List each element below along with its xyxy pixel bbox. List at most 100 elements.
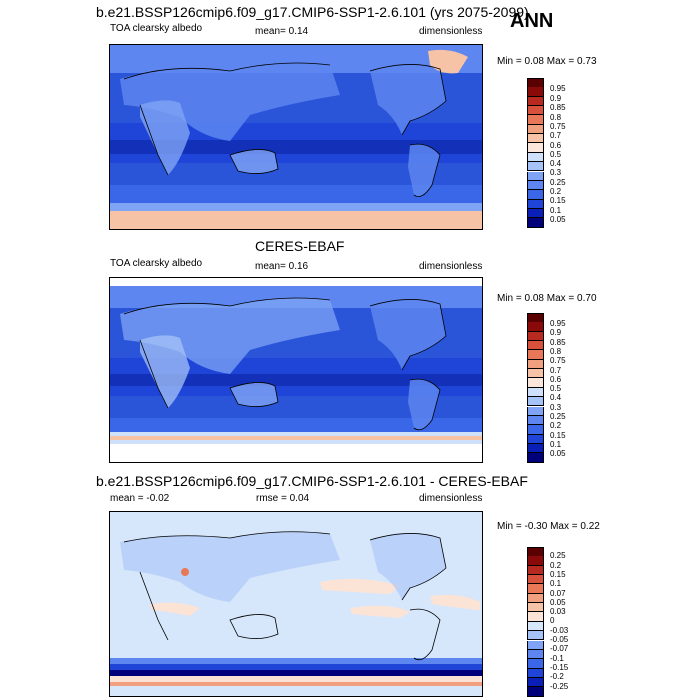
colorbar-swatch bbox=[527, 565, 544, 576]
panel3-map-svg bbox=[110, 512, 482, 696]
panel3-units-label: dimensionless bbox=[419, 493, 483, 504]
colorbar-swatch bbox=[527, 171, 544, 181]
panel2-colorbar bbox=[527, 313, 544, 463]
colorbar-swatch bbox=[527, 322, 544, 332]
colorbar-swatch bbox=[527, 631, 544, 641]
colorbar-swatch bbox=[527, 350, 544, 360]
panel3-rmse-label: rmse = 0.04 bbox=[256, 493, 310, 504]
panel1-cb-label: 0.85 bbox=[550, 103, 566, 112]
colorbar-swatch bbox=[527, 341, 544, 351]
panel3-cb-label: 0 bbox=[550, 616, 555, 625]
colorbar-swatch bbox=[527, 443, 544, 454]
panel3-cb-label: -0.2 bbox=[550, 672, 564, 681]
panel3-cb-label: 0.05 bbox=[550, 598, 566, 607]
panel2-cb-label: 0.15 bbox=[550, 431, 566, 440]
panel3-cb-label: -0.25 bbox=[550, 682, 569, 691]
colorbar-swatch bbox=[527, 218, 544, 228]
colorbar-swatch bbox=[527, 331, 544, 342]
colorbar-swatch bbox=[527, 593, 544, 604]
panel3-title: b.e21.BSSP126cmip6.f09_g17.CMIP6-SSP1-2.… bbox=[96, 473, 528, 489]
colorbar-swatch bbox=[527, 677, 544, 688]
panel1-cb-label: 0.7 bbox=[550, 131, 562, 140]
panel1-map bbox=[109, 44, 483, 230]
panel1-cb-label: 0.4 bbox=[550, 159, 562, 168]
panel2-mean-label: mean= 0.16 bbox=[255, 261, 309, 272]
colorbar-swatch bbox=[527, 106, 544, 116]
panel2-cb-label: 0.85 bbox=[550, 338, 566, 347]
colorbar-swatch bbox=[527, 453, 544, 463]
colorbar-swatch bbox=[527, 687, 544, 697]
panel2-cb-label: 0.6 bbox=[550, 375, 562, 384]
colorbar-swatch bbox=[527, 387, 544, 398]
colorbar-swatch bbox=[527, 134, 544, 144]
colorbar-swatch bbox=[527, 124, 544, 135]
panel1-cb-label: 0.25 bbox=[550, 178, 566, 187]
panel3-cb-label: -0.03 bbox=[550, 626, 569, 635]
panel3-cb-label: -0.07 bbox=[550, 644, 569, 653]
panel1-cb-label: 0.2 bbox=[550, 187, 562, 196]
colorbar-swatch bbox=[527, 659, 544, 669]
colorbar-swatch bbox=[527, 87, 544, 97]
panel3-cb-label: -0.15 bbox=[550, 663, 569, 672]
panel2-map bbox=[109, 277, 483, 463]
panel3-cb-label: 0.07 bbox=[550, 589, 566, 598]
colorbar-swatch bbox=[527, 575, 544, 585]
panel3-cb-label: -0.1 bbox=[550, 654, 564, 663]
panel2-units-label: dimensionless bbox=[419, 261, 483, 272]
colorbar-swatch bbox=[527, 208, 544, 219]
panel3-minmax-label: Min = -0.30 Max = 0.22 bbox=[497, 521, 600, 532]
panel3-cb-label: 0.1 bbox=[550, 579, 562, 588]
panel2-cb-label: 0.5 bbox=[550, 384, 562, 393]
panel1-variable-label: TOA clearsky albedo bbox=[110, 23, 203, 34]
panel2-cb-label: 0.25 bbox=[550, 412, 566, 421]
panel3-cb-label: 0.03 bbox=[550, 607, 566, 616]
colorbar-swatch bbox=[527, 162, 544, 172]
panel2-cb-label: 0.3 bbox=[550, 403, 562, 412]
colorbar-swatch bbox=[527, 397, 544, 407]
panel1-cb-label: 0.05 bbox=[550, 215, 566, 224]
panel1-cb-label: 0.6 bbox=[550, 141, 562, 150]
panel3-map bbox=[109, 511, 483, 697]
panel1-cb-label: 0.15 bbox=[550, 196, 566, 205]
panel2-cb-label: 0.4 bbox=[550, 393, 562, 402]
panel2-map-svg bbox=[110, 278, 482, 462]
colorbar-swatch bbox=[527, 434, 544, 444]
colorbar-swatch bbox=[527, 640, 544, 650]
colorbar-swatch bbox=[527, 199, 544, 209]
panel2-cb-label: 0.2 bbox=[550, 421, 562, 430]
panel1-mean-label: mean= 0.14 bbox=[255, 26, 309, 37]
panel3-cb-label: -0.05 bbox=[550, 635, 569, 644]
panel1-cb-label: 0.8 bbox=[550, 113, 562, 122]
panel1-minmax-label: Min = 0.08 Max = 0.73 bbox=[497, 56, 597, 67]
panel1-cb-label: 0.3 bbox=[550, 168, 562, 177]
colorbar-swatch bbox=[527, 180, 544, 191]
colorbar-swatch bbox=[527, 115, 544, 125]
panel2-cb-label: 0.75 bbox=[550, 356, 566, 365]
panel1-colorbar bbox=[527, 78, 544, 228]
colorbar-swatch bbox=[527, 406, 544, 416]
colorbar-swatch bbox=[527, 359, 544, 370]
colorbar-swatch bbox=[527, 369, 544, 379]
panel3-cb-label: 0.2 bbox=[550, 561, 562, 570]
panel1-title: b.e21.BSSP126cmip6.f09_g17.CMIP6-SSP1-2.… bbox=[96, 4, 529, 20]
panel1-map-svg bbox=[110, 45, 482, 229]
panel3-colorbar bbox=[527, 547, 544, 697]
panel2-cb-label: 0.05 bbox=[550, 449, 566, 458]
panel1-cb-label: 0.5 bbox=[550, 150, 562, 159]
colorbar-swatch bbox=[527, 425, 544, 435]
panel3-mean-label: mean = -0.02 bbox=[110, 493, 170, 504]
colorbar-swatch bbox=[527, 190, 544, 200]
panel1-cb-label: 0.75 bbox=[550, 122, 566, 131]
panel2-title: CERES-EBAF bbox=[255, 238, 345, 254]
colorbar-swatch bbox=[527, 152, 544, 163]
colorbar-swatch bbox=[527, 649, 544, 660]
panel1-units-label: dimensionless bbox=[419, 26, 483, 37]
panel2-minmax-label: Min = 0.08 Max = 0.70 bbox=[497, 293, 597, 304]
colorbar-swatch bbox=[527, 378, 544, 388]
panel3-cb-label: 0.15 bbox=[550, 570, 566, 579]
colorbar-swatch bbox=[527, 584, 544, 594]
panel2-cb-label: 0.9 bbox=[550, 328, 562, 337]
panel3-cb-label: 0.25 bbox=[550, 551, 566, 560]
colorbar-swatch bbox=[527, 415, 544, 426]
panel2-cb-label: 0.7 bbox=[550, 366, 562, 375]
